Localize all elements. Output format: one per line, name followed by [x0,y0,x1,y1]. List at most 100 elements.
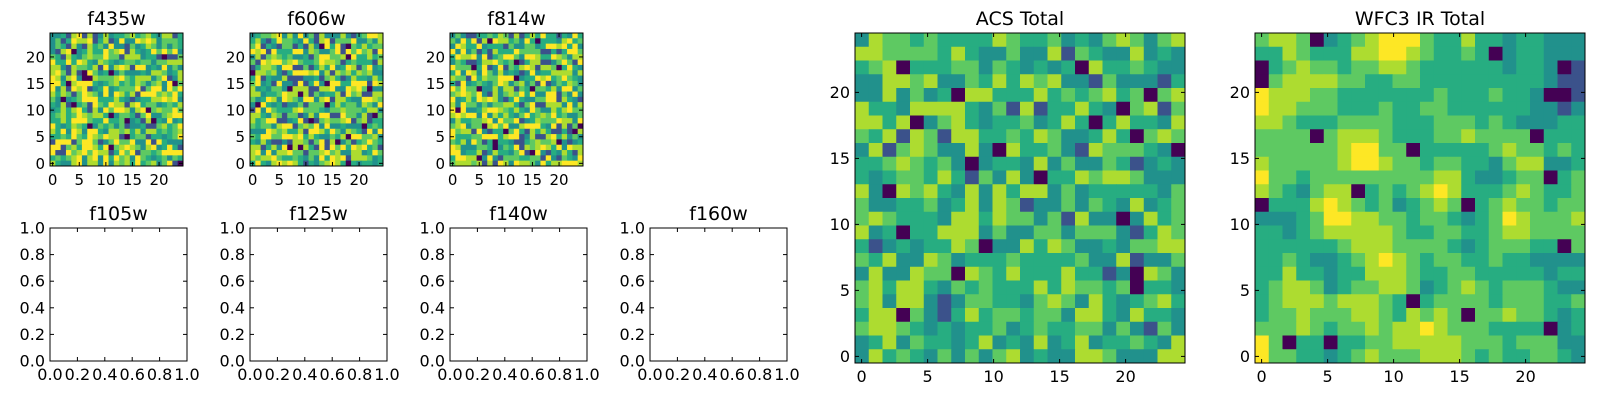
heatmap-cell [297,43,304,50]
heatmap-cell [313,70,320,76]
heatmap-cell [1557,184,1572,199]
heatmap-cell [519,86,525,92]
heatmap-cell [76,80,83,87]
heatmap-cell [65,75,72,82]
heatmap-cell [896,225,911,240]
heatmap-cell [937,115,952,130]
heatmap-cell [1543,74,1558,89]
heatmap-cell [1075,294,1090,309]
heatmap-cell [367,96,373,103]
heatmap-cell [92,112,99,119]
heatmap-cell [923,33,938,48]
heatmap-cell [556,118,563,124]
heatmap-cell [1420,294,1435,309]
heatmap-cell [92,107,99,114]
heatmap-cell [1378,143,1393,158]
heatmap-cell [1392,60,1407,75]
heatmap-cell [1102,198,1117,213]
heatmap-cell [561,80,568,87]
y-tick-label: 20 [830,83,850,102]
heatmap-cell [250,102,256,108]
heatmap-cell [55,134,62,140]
heatmap-cell [561,112,568,119]
heatmap-cell [1088,60,1103,75]
heatmap-cell [567,160,573,167]
heatmap-cell [103,86,109,92]
heatmap-cell [1255,294,1270,309]
heatmap-cell [1157,60,1172,75]
heatmap-cell [71,59,77,66]
heatmap-cell [561,128,568,135]
heatmap-cell [855,321,870,336]
heatmap-cell [156,118,163,124]
heatmap-cell [561,38,568,45]
heatmap-cell [481,59,488,66]
axes-frame [1254,32,1586,364]
heatmap-cell [540,139,547,146]
heatmap-cell [1171,225,1186,240]
heatmap-cell [1047,170,1062,185]
heatmap-cell [71,91,77,98]
heatmap-cell [978,335,993,350]
heatmap-cell [287,96,293,103]
heatmap-cell [535,107,541,114]
heatmap-cell [450,123,456,130]
heatmap-cell [308,107,315,114]
heatmap-cell [923,143,938,158]
heatmap-cell [577,91,584,98]
heatmap-cell [1365,184,1380,199]
heatmap-cell [265,38,272,45]
heatmap-cell [1516,101,1531,116]
heatmap-cell [50,91,56,98]
heatmap-cell [340,160,347,167]
y-tick-label: 0.4 [220,298,245,317]
heatmap-cell [351,70,357,76]
heatmap-cell [524,38,531,45]
heatmap-cell [465,96,472,103]
heatmap-cell [1020,115,1035,130]
heatmap-cell [551,128,557,135]
x-tick-label: 20 [550,171,569,189]
heatmap-cell [529,155,536,162]
heatmap-cell [172,48,179,55]
heatmap-cell [345,96,352,103]
heatmap-cell [103,59,109,66]
heatmap-cell [460,59,467,66]
heatmap-cell [92,123,99,130]
heatmap-cell [1102,308,1117,323]
heatmap-cell [65,155,72,162]
heatmap-cell [951,46,966,61]
heatmap-cell [81,70,88,76]
heatmap-cell [308,128,315,135]
heatmap-cell [561,64,568,71]
heatmap-cell [1365,129,1380,144]
heatmap-cell [503,128,509,135]
heatmap-cell [476,112,483,119]
heatmap-cell [335,33,341,39]
heatmap-cell [335,150,341,156]
heatmap-cell [87,134,93,140]
heatmap-cell [1268,239,1283,254]
heatmap-cell [910,156,925,171]
heatmap-cell [1461,129,1476,144]
y-tick-label: 0.8 [20,245,45,264]
heatmap-cell [1337,198,1352,213]
heatmap-cell [992,170,1007,185]
heatmap-cell [1088,184,1103,199]
heatmap-cell [1323,129,1338,144]
heatmap-cell [145,59,152,66]
heatmap-cell [1351,170,1366,185]
heatmap-cell [1047,46,1062,61]
heatmap-cell [356,128,363,135]
heatmap-cell [135,80,141,87]
heatmap-cell [55,38,62,45]
axes-frame [649,227,788,362]
heatmap-cell [937,129,952,144]
heatmap-cell [161,38,168,45]
heatmap-cell [476,64,483,71]
heatmap-cell [978,184,993,199]
heatmap-cell [335,96,341,103]
heatmap-cell [1323,143,1338,158]
heatmap-cell [540,128,547,135]
heatmap-cell [868,335,883,350]
